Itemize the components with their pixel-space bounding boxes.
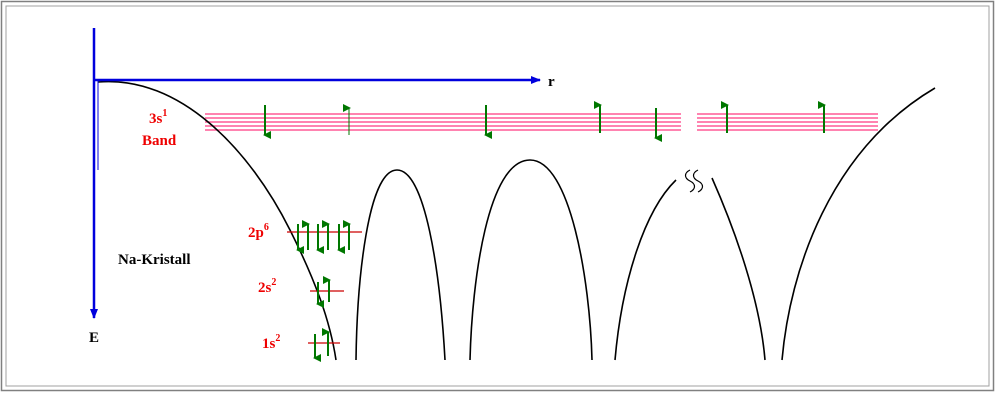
potential-well-3-right (711, 177, 766, 361)
potential-well-3 (614, 179, 677, 361)
axis-label-e: E (89, 330, 99, 346)
break-marks (684, 169, 704, 193)
band-3s-lines (205, 113, 878, 131)
potential-curve-right (781, 87, 936, 361)
crystal-label: Na-Kristall (118, 252, 191, 268)
electron-arrows (263, 101, 826, 362)
level-label-2s: 2s2 (258, 277, 276, 296)
axis-label-r: r (548, 74, 555, 90)
potential-curves (97, 80, 936, 361)
potential-well-2 (469, 159, 593, 361)
potential-well-1 (355, 169, 446, 361)
band-3s-label: 3s1 (149, 108, 167, 127)
inner-border (5, 5, 990, 387)
level-label-2p: 2p6 (248, 222, 269, 241)
band-word-label: Band (142, 133, 177, 149)
level-label-1s: 1s2 (262, 333, 280, 352)
potential-curve-left (97, 80, 337, 361)
